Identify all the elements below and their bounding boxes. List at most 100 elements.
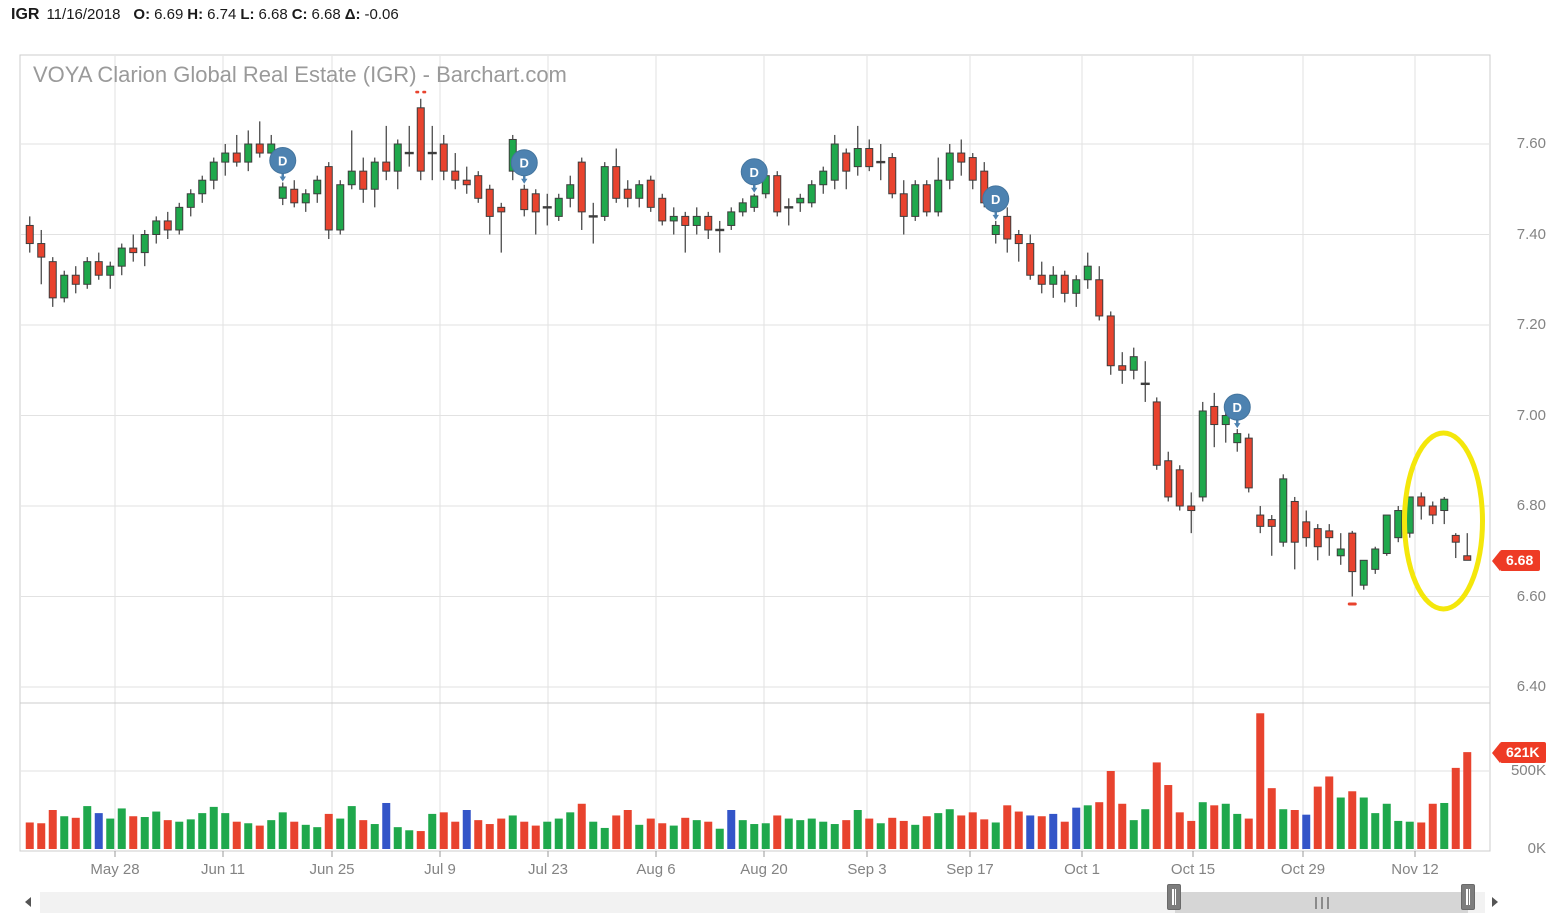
volume-bar[interactable] [1037, 816, 1046, 849]
volume-bar[interactable] [1371, 813, 1380, 849]
candlestick[interactable] [1359, 559, 1368, 590]
volume-bar[interactable] [600, 827, 609, 849]
volume-bar[interactable] [278, 812, 287, 849]
volume-bar[interactable] [623, 810, 632, 849]
candlestick[interactable] [416, 98, 425, 181]
scrollbar-grip-icon[interactable] [1315, 897, 1329, 909]
candlestick[interactable] [577, 157, 586, 230]
volume-bar[interactable] [1164, 785, 1173, 849]
candlestick[interactable] [71, 266, 80, 294]
volume-bar[interactable] [1302, 814, 1311, 849]
candlestick[interactable] [750, 193, 759, 212]
volume-bar[interactable] [405, 830, 414, 849]
candlestick[interactable] [807, 180, 816, 208]
volume-bar[interactable] [934, 813, 943, 849]
volume-bar[interactable] [1118, 803, 1127, 849]
volume-bar[interactable] [715, 828, 724, 849]
volume-bar[interactable] [1290, 810, 1299, 849]
candlestick[interactable] [497, 202, 506, 253]
volume-bar[interactable] [612, 815, 621, 849]
candlestick[interactable] [1417, 492, 1426, 520]
candlestick[interactable] [1221, 410, 1230, 443]
volume-bar[interactable] [922, 816, 931, 849]
volume-bar[interactable] [1359, 797, 1368, 849]
candlestick[interactable] [462, 166, 471, 194]
volume-bar[interactable] [888, 817, 897, 849]
volume-bar[interactable] [681, 817, 690, 849]
volume-bar[interactable] [1336, 797, 1345, 849]
volume-bar[interactable] [773, 815, 782, 849]
candlestick[interactable] [888, 153, 897, 199]
candlestick[interactable] [1325, 524, 1334, 556]
volume-bar[interactable] [1175, 812, 1184, 849]
volume-bar[interactable] [232, 821, 241, 849]
volume-bar[interactable] [1187, 820, 1196, 849]
candlestick[interactable] [25, 216, 34, 253]
candlestick[interactable] [1382, 514, 1391, 556]
candlestick[interactable] [1440, 496, 1449, 525]
volume-bar[interactable] [1463, 752, 1472, 849]
volume-bar[interactable] [416, 831, 425, 849]
candlestick[interactable] [658, 193, 667, 226]
volume-bar[interactable] [439, 812, 448, 849]
candlestick[interactable] [1026, 234, 1035, 280]
volume-bar[interactable] [106, 818, 115, 849]
candlestick[interactable] [1164, 451, 1173, 502]
volume-bar[interactable] [589, 821, 598, 849]
volume-bar[interactable] [497, 818, 506, 849]
volume-bar[interactable] [796, 820, 805, 849]
dividend-marker[interactable]: D [1223, 393, 1251, 429]
volume-bar[interactable] [1072, 807, 1081, 849]
dividend-marker[interactable]: D [740, 158, 768, 193]
volume-bar[interactable] [853, 810, 862, 849]
volume-bar[interactable] [48, 810, 57, 849]
candlestick[interactable] [681, 211, 690, 253]
candlestick[interactable] [163, 211, 172, 240]
volume-bar[interactable] [1394, 820, 1403, 849]
candlestick[interactable] [313, 175, 322, 203]
candlestick[interactable] [692, 207, 701, 235]
candlestick[interactable] [911, 180, 920, 221]
volume-bar[interactable] [1348, 791, 1357, 849]
volume-bar[interactable] [566, 812, 575, 849]
candlestick[interactable] [1371, 546, 1380, 574]
candlestick[interactable] [221, 144, 230, 176]
candlestick[interactable] [796, 193, 805, 212]
candlestick[interactable] [853, 125, 862, 176]
volume-bar[interactable] [255, 825, 264, 849]
candlestick[interactable] [520, 184, 529, 217]
candlestick[interactable] [612, 148, 621, 203]
volume-bar[interactable] [1279, 809, 1288, 849]
candlestick[interactable] [1129, 347, 1138, 380]
candlestick[interactable] [727, 207, 736, 230]
candlestick[interactable] [899, 180, 908, 235]
candlestick[interactable] [1072, 275, 1081, 307]
volume-bar[interactable] [163, 820, 172, 849]
candlestick[interactable] [957, 139, 966, 176]
candlestick[interactable] [646, 175, 655, 212]
candlestick[interactable] [588, 202, 598, 244]
volume-bar[interactable] [1417, 822, 1426, 849]
volume-bar[interactable] [37, 823, 46, 849]
volume-bar[interactable] [669, 825, 678, 849]
candlestick[interactable] [1244, 433, 1253, 493]
candlestick[interactable] [83, 257, 92, 289]
volume-bar[interactable] [1325, 776, 1334, 849]
volume-bar[interactable] [370, 824, 379, 849]
candlestick[interactable] [359, 157, 368, 203]
volume-bar[interactable] [520, 821, 529, 849]
volume-bar[interactable] [750, 824, 759, 849]
candlestick[interactable] [1095, 266, 1104, 321]
scroll-right-arrow-icon[interactable] [1492, 897, 1498, 907]
candlestick[interactable] [819, 166, 828, 194]
candlestick[interactable] [1313, 524, 1322, 561]
candlestick[interactable] [1233, 429, 1242, 452]
candlestick[interactable] [738, 198, 747, 217]
volume-bar[interactable] [980, 819, 989, 849]
volume-bar[interactable] [1003, 805, 1012, 849]
candlestick[interactable] [140, 229, 149, 267]
volume-bar[interactable] [508, 815, 517, 849]
volume-bar[interactable] [485, 824, 494, 849]
volume-bar[interactable] [94, 813, 103, 849]
candlestick[interactable] [244, 130, 253, 172]
